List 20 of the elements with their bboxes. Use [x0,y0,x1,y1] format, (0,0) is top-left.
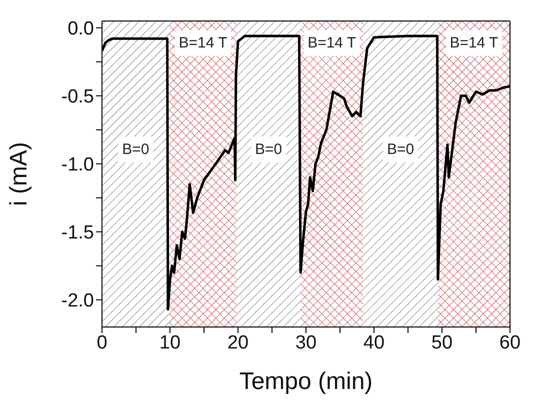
x-tick-label: 50 [431,332,453,354]
y-tick-label: -1.5 [61,222,94,244]
x-tick-label: 10 [159,332,181,354]
y-tick-label: 0.0 [68,18,94,40]
band-label: B=14 T [450,34,498,52]
y-tick-label: -0.5 [61,86,94,108]
x-tick-label: 20 [227,332,249,354]
band-label: B=14 T [308,34,356,52]
x-axis-title: Tempo (min) [239,368,373,395]
band-label: B=0 [386,141,414,158]
y-tick-label: -1.0 [61,154,94,176]
band-label: B=14 T [178,34,228,52]
x-tick-label: 60 [499,332,521,354]
y-axis-title: i (mA) [6,142,33,206]
band-label: B=0 [122,141,150,158]
band-label: B=0 [255,141,282,158]
x-tick-label: 30 [295,332,317,354]
x-tick-label: 0 [96,332,108,354]
y-tick-label: -2.0 [61,290,94,312]
x-tick-label: 40 [363,332,385,354]
